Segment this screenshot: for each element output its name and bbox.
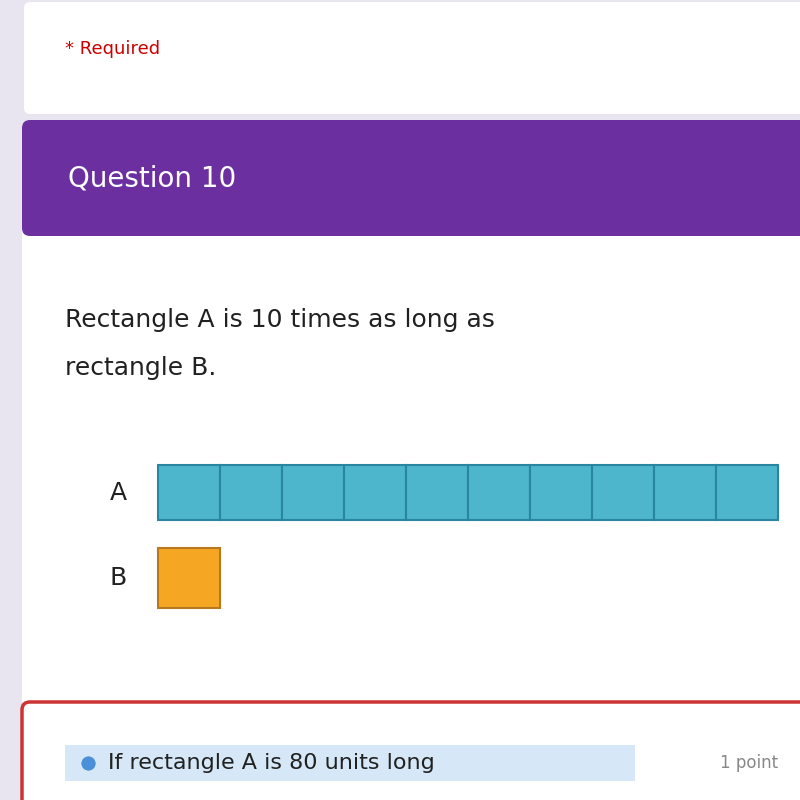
Bar bbox=[158, 548, 220, 608]
FancyBboxPatch shape bbox=[22, 120, 800, 708]
Bar bbox=[654, 465, 716, 520]
Text: Question 10: Question 10 bbox=[68, 164, 236, 192]
Text: A: A bbox=[110, 481, 126, 505]
Bar bbox=[716, 465, 778, 520]
Bar bbox=[282, 465, 344, 520]
Bar bbox=[344, 465, 406, 520]
Bar bbox=[158, 465, 220, 520]
FancyBboxPatch shape bbox=[22, 702, 800, 800]
Text: * Required: * Required bbox=[65, 40, 160, 58]
Bar bbox=[468, 465, 530, 520]
Text: If rectangle A is 80 units long: If rectangle A is 80 units long bbox=[108, 753, 434, 773]
Text: Rectangle A is 10 times as long as: Rectangle A is 10 times as long as bbox=[65, 308, 495, 332]
Bar bbox=[30, 216, 800, 228]
Bar bbox=[530, 465, 592, 520]
Bar bbox=[65, 745, 635, 781]
Text: B: B bbox=[110, 566, 126, 590]
FancyBboxPatch shape bbox=[24, 2, 800, 114]
Text: 1 point: 1 point bbox=[720, 754, 778, 772]
Bar bbox=[592, 465, 654, 520]
Text: rectangle B.: rectangle B. bbox=[65, 356, 216, 380]
Bar bbox=[220, 465, 282, 520]
FancyBboxPatch shape bbox=[22, 120, 800, 236]
Bar bbox=[406, 465, 468, 520]
